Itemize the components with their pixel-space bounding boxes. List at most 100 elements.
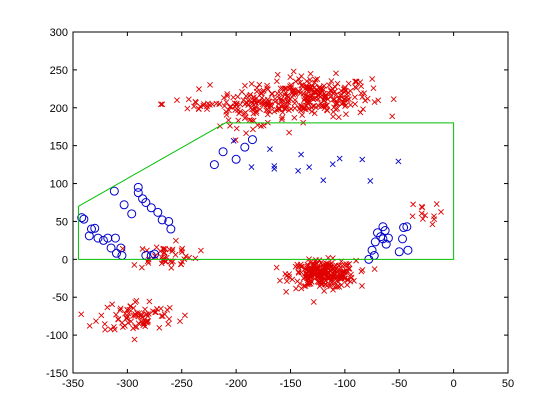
red-x-point [235,117,242,124]
red-x-point [352,101,358,108]
red-x-point [179,258,186,265]
blue-circle-point [402,222,412,232]
blue-circle-point [106,243,116,253]
red-x-point [104,304,111,311]
blue-x-point [395,158,402,165]
red-x-point [261,101,268,108]
red-x-point [165,321,172,327]
red-x-point [359,93,366,100]
blue-circle-point [380,226,390,236]
red-x-point [292,263,299,270]
red-x-point [272,98,279,105]
red-x-point [242,114,249,121]
red-x-point [184,105,191,112]
red-x-point [244,100,251,106]
blue-x-point [230,137,237,144]
red-x-point [422,212,429,219]
red-x-point [389,113,396,120]
red-x-point [303,102,310,109]
red-x-point [311,262,318,269]
red-x-point [298,82,305,89]
red-x-point [312,95,318,102]
x-tick-label: -150 [279,378,301,390]
red-x-point [253,100,259,106]
red-x-point [289,276,296,283]
red-x-point [438,208,444,215]
red-x-point [429,221,436,228]
red-x-point [130,305,137,312]
red-x-point [334,284,341,290]
red-x-point [299,112,306,118]
red-x-point [339,268,346,275]
red-x-point [341,86,347,93]
red-x-point [296,280,303,287]
red-x-point [329,255,336,262]
blue-circle-point [218,147,228,157]
red-x-point [310,266,317,272]
red-x-point [296,76,302,83]
red-x-point [343,111,349,118]
red-x-point [333,70,339,77]
red-x-point [351,94,358,101]
red-x-point [192,255,199,262]
red-x-point [192,98,199,105]
red-x-point [221,103,228,109]
red-x-point [347,102,354,108]
blue-circle-point [231,154,241,164]
red-x-point [250,110,257,117]
red-x-point [292,97,299,103]
red-x-point [117,305,124,312]
red-x-point [291,87,298,94]
red-x-point [344,269,350,276]
red-x-point [240,97,247,103]
red-x-point [102,326,109,333]
red-x-point [292,78,299,85]
red-x-point [243,93,250,99]
red-x-point [353,78,360,85]
red-x-point [329,275,335,282]
red-x-point [133,324,140,330]
blue-circle-point [383,233,393,243]
red-x-point [321,97,328,104]
blue-x-point [266,146,273,153]
blue-circle-point [370,237,380,247]
blue-x-point [320,177,327,184]
red-x-point [307,70,314,77]
y-tick-label: 150 [50,141,68,153]
blue-circle-point [247,135,257,145]
red-x-point [174,97,180,104]
red-x-point [223,99,230,106]
blue-circle-point [166,224,176,234]
red-x-point [304,265,310,271]
red-x-point [345,89,352,96]
red-x-point [250,126,256,133]
red-x-point [242,109,249,116]
red-x-point [286,273,292,280]
red-x-point [298,263,305,270]
red-x-point [358,83,365,90]
x-tick-label: -350 [62,378,84,390]
red-x-point [338,282,345,289]
red-x-point [362,97,369,104]
red-x-point [283,288,290,295]
red-x-point [283,102,290,109]
red-x-point [318,103,325,110]
x-tick-label: -200 [225,378,247,390]
red-x-point [369,76,376,82]
red-x-point [284,93,290,100]
blue-circle-point [133,188,143,198]
red-x-point [330,108,337,115]
red-x-point [177,318,183,325]
blue-circle-point [394,247,404,257]
red-x-point [168,259,175,266]
red-x-point [286,85,293,92]
red-x-point [303,91,310,98]
red-x-point [257,106,263,113]
red-x-point [277,85,284,92]
red-x-point [316,283,323,289]
red-x-point [274,90,281,97]
red-x-point [351,277,357,284]
blue-x-point [329,161,336,168]
red-x-point [223,111,230,118]
red-x-point [277,277,283,284]
